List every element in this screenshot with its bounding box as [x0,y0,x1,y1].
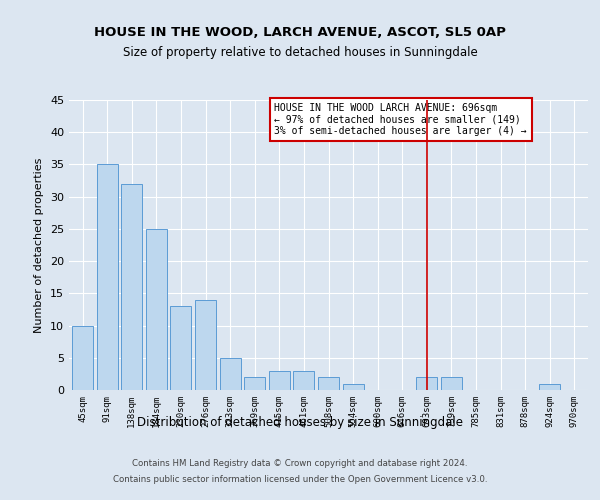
Bar [121,184,142,390]
Bar [441,377,462,390]
Bar [269,370,290,390]
Y-axis label: Number of detached properties: Number of detached properties [34,158,44,332]
Bar [318,377,339,390]
Bar [539,384,560,390]
Text: Contains HM Land Registry data © Crown copyright and database right 2024.: Contains HM Land Registry data © Crown c… [132,460,468,468]
Text: Size of property relative to detached houses in Sunningdale: Size of property relative to detached ho… [122,46,478,59]
Bar [244,377,265,390]
Bar [416,377,437,390]
Text: Contains public sector information licensed under the Open Government Licence v3: Contains public sector information licen… [113,474,487,484]
Bar [220,358,241,390]
Bar [146,229,167,390]
Bar [97,164,118,390]
Text: Distribution of detached houses by size in Sunningdale: Distribution of detached houses by size … [137,416,463,429]
Bar [293,370,314,390]
Bar [170,306,191,390]
Text: HOUSE IN THE WOOD, LARCH AVENUE, ASCOT, SL5 0AP: HOUSE IN THE WOOD, LARCH AVENUE, ASCOT, … [94,26,506,39]
Bar [343,384,364,390]
Text: HOUSE IN THE WOOD LARCH AVENUE: 696sqm
← 97% of detached houses are smaller (149: HOUSE IN THE WOOD LARCH AVENUE: 696sqm ←… [274,103,527,136]
Bar [195,300,216,390]
Bar [72,326,93,390]
